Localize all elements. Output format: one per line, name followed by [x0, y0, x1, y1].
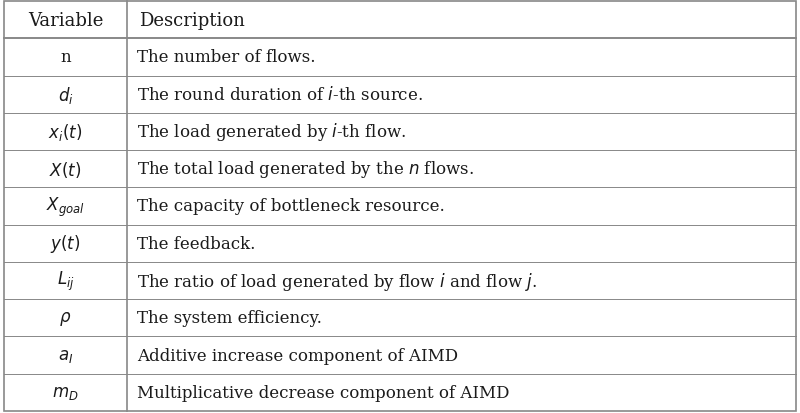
Text: n: n — [60, 49, 70, 66]
Text: $y(t)$: $y(t)$ — [50, 233, 81, 255]
Text: $x_i(t)$: $x_i(t)$ — [48, 122, 82, 142]
Text: $d_i$: $d_i$ — [58, 85, 74, 105]
Text: Variable: Variable — [28, 12, 103, 30]
Text: The system efficiency.: The system efficiency. — [137, 309, 322, 327]
Text: $X(t)$: $X(t)$ — [50, 159, 82, 179]
Text: The ratio of load generated by flow $i$ and flow $j$.: The ratio of load generated by flow $i$ … — [137, 270, 538, 292]
Text: Multiplicative decrease component of AIMD: Multiplicative decrease component of AIM… — [137, 384, 510, 401]
Text: The feedback.: The feedback. — [137, 235, 255, 252]
Text: The capacity of bottleneck resource.: The capacity of bottleneck resource. — [137, 198, 445, 215]
Text: The total load generated by the $n$ flows.: The total load generated by the $n$ flow… — [137, 159, 474, 180]
Text: The number of flows.: The number of flows. — [137, 49, 316, 66]
Text: Additive increase component of AIMD: Additive increase component of AIMD — [137, 347, 458, 364]
Text: $\rho$: $\rho$ — [59, 309, 71, 327]
Text: $X_{goal}$: $X_{goal}$ — [46, 195, 85, 218]
Text: $L_{ij}$: $L_{ij}$ — [57, 269, 74, 292]
Text: The load generated by $i$-th flow.: The load generated by $i$-th flow. — [137, 121, 406, 143]
Text: $a_I$: $a_I$ — [58, 347, 73, 364]
Text: The round duration of $i$-th source.: The round duration of $i$-th source. — [137, 86, 423, 104]
Text: $m_D$: $m_D$ — [52, 384, 78, 401]
Text: Description: Description — [138, 12, 245, 30]
